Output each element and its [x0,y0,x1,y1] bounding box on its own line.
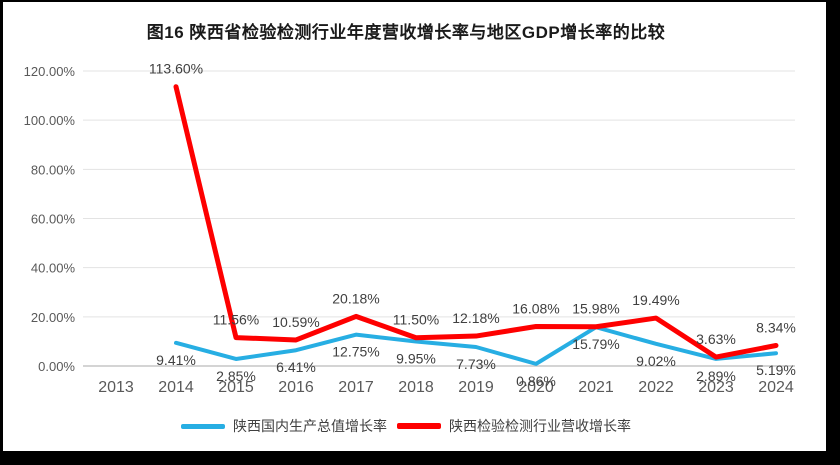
data-label: 0.86% [516,373,556,389]
y-tick-label: 80.00% [31,162,76,177]
chart-legend: 陕西国内生产总值增长率 陕西检验检测行业营收增长率 [3,416,809,436]
data-label: 9.41% [156,352,196,368]
legend-label-revenue-growth: 陕西检验检测行业营收增长率 [449,418,631,434]
industry-revenue-line [173,84,779,360]
data-label: 20.18% [332,290,379,306]
y-tick-label: 20.00% [31,310,76,325]
revenue-line-swatch-icon [397,423,441,429]
x-tick-label: 2016 [278,379,314,396]
x-tick-label: 2015 [218,379,254,396]
x-tick-label: 2013 [98,379,134,396]
y-tick-label: 100.00% [24,113,76,128]
x-tick-label: 2014 [158,379,194,396]
data-label: 9.02% [636,353,676,369]
data-label: 5.19% [756,362,796,378]
data-label: 19.49% [632,292,679,308]
data-label: 10.59% [272,314,319,330]
gdp-growth-line [174,325,778,366]
x-tick-label: 2018 [398,379,434,396]
x-tick-label: 2021 [578,379,614,396]
y-tick-label: 60.00% [31,212,76,227]
chart-title: 图16 陕西省检验检测行业年度营收增长率与地区GDP增长率的比较 [146,23,666,42]
legend-item-revenue-growth: 陕西检验检测行业营收增长率 [397,416,631,436]
data-label: 12.75% [332,344,379,360]
y-tick-label: 40.00% [31,261,76,276]
data-label: 9.95% [396,351,436,367]
data-label: 3.63% [696,331,736,347]
legend-label-gdp-growth: 陕西国内生产总值增长率 [233,418,387,434]
data-label: 16.08% [512,300,559,316]
data-label: 113.60% [149,61,203,77]
data-label: 15.98% [572,301,619,317]
y-tick-label: 120.00% [24,64,76,79]
data-label: 15.79% [572,336,619,352]
data-label: 8.34% [756,319,796,335]
data-label: 12.18% [452,310,499,326]
data-label: 11.56% [213,312,259,328]
x-tick-label: 2019 [458,379,494,396]
data-label: 6.41% [276,359,316,375]
y-tick-label: 0.00% [38,359,75,374]
legend-item-gdp-growth: 陕西国内生产总值增长率 [181,416,387,436]
x-tick-label: 2024 [758,379,794,396]
data-label: 7.73% [456,356,496,372]
data-label: 2.89% [696,368,736,384]
gdp-line-swatch-icon [181,423,225,429]
x-tick-label: 2022 [638,379,674,396]
x-tick-label: 2020 [518,379,554,396]
data-label: 11.50% [393,312,439,328]
data-label: 2.85% [216,368,256,384]
x-tick-label: 2023 [698,379,734,396]
line-chart-canvas: 0.00% 20.00% 40.00% 60.00% 80.00% 100.00% 120.… [24,61,796,396]
x-tick-label: 2017 [338,379,374,396]
